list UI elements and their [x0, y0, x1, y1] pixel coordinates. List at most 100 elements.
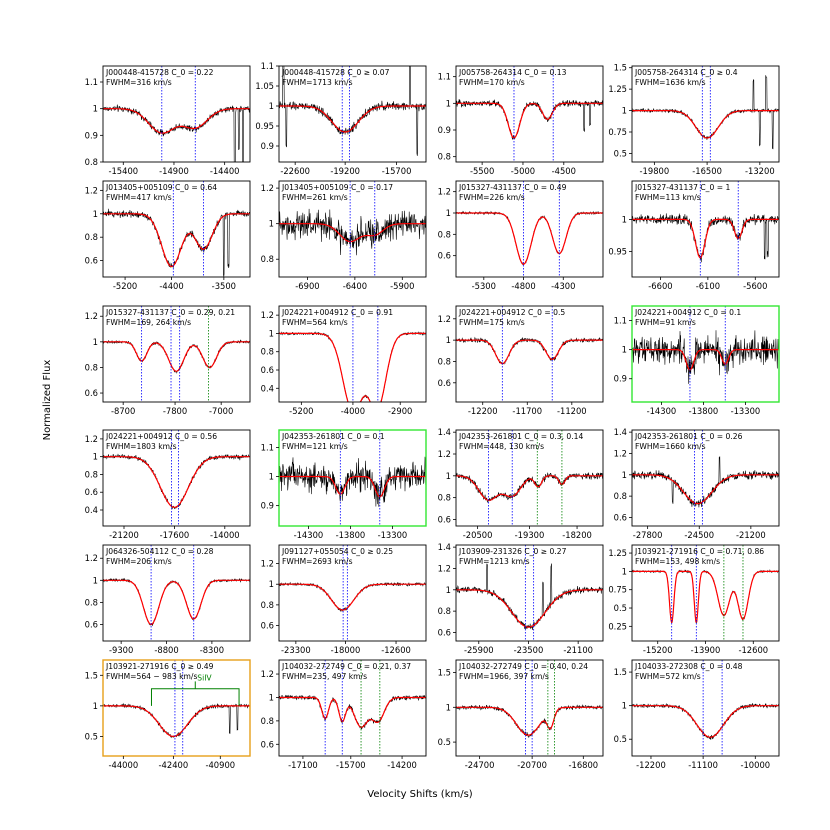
spectrum-panel: -17100 -15700 -14200 0.6 0.8 1 1.2 J104032-2727…: [261, 659, 427, 770]
spectrum-panel: -20500 -19300 -18200 0.6 0.8 1 1.2 1.4 J042353-2…: [438, 427, 604, 540]
y-tick-label: 1: [93, 701, 98, 711]
panel-label: J091127+055054 C_0 ≥ 0.25: [281, 547, 393, 556]
y-tick-label: 0.9: [261, 141, 274, 151]
y-tick-label: 1: [622, 214, 627, 224]
panel-label: J024221+004912 C_0 = 0.91: [281, 308, 393, 317]
x-tick-label: -8300: [200, 645, 224, 655]
y-tick-label: 0.5: [438, 737, 451, 747]
fwhm-label: FWHM=235, 497 km/s: [282, 672, 367, 681]
panel-frame: [455, 544, 604, 642]
x-tick-label: -40900: [205, 760, 235, 770]
x-tick-label: -21100: [563, 645, 593, 655]
x-tick-label: -5500: [470, 166, 494, 176]
x-tick-label: -14200: [387, 760, 417, 770]
x-tick-label: -13900: [691, 645, 721, 655]
y-tick-label: 0.75: [608, 585, 627, 595]
fwhm-label: FWHM=572 km/s: [635, 672, 701, 681]
x-tick-label: -21200: [736, 530, 766, 540]
x-tick-label: -14900: [159, 166, 189, 176]
x-tick-label: -7800: [163, 406, 187, 416]
x-tick-label: -10000: [740, 760, 770, 770]
y-tick-label: 0.8: [438, 356, 451, 366]
y-tick-label: 1.2: [438, 449, 451, 459]
fwhm-label: FWHM=91 km/s: [635, 318, 696, 327]
x-tick-label: -4500: [552, 166, 576, 176]
fwhm-label: FWHM=169, 264 km/s: [106, 318, 191, 327]
model-fit-line: [103, 213, 250, 268]
spectrum-line: [103, 339, 250, 374]
spectrum-panel: -21200 -17600 -14000 0.4 0.6 0.8 1 1.2 J024221+0…: [85, 429, 251, 540]
y-tick-label: 1: [446, 335, 451, 345]
x-tick-label: -14300: [294, 530, 324, 540]
x-tick-label: -23300: [281, 645, 311, 655]
x-tick-label: -7000: [209, 406, 233, 416]
model-fit-line: [103, 108, 250, 134]
y-tick-label: 0.6: [261, 621, 274, 631]
model-fit-line: [632, 570, 779, 623]
model-fit-line: [632, 705, 779, 738]
x-tick-label: -6100: [696, 281, 720, 291]
y-tick-label: 1: [93, 575, 98, 585]
y-tick-label: 1.2: [438, 314, 451, 324]
fwhm-label: FWHM=206 km/s: [106, 557, 172, 566]
y-tick-label: 1.5: [438, 668, 451, 678]
spectrum-panel: -24700 -20700 -16800 0.5 1 1.5 J104032-272749 …: [438, 659, 604, 770]
y-tick-label: 0.8: [85, 469, 98, 479]
y-tick-label: 1.2: [438, 187, 451, 197]
model-fit-line: [279, 475, 426, 498]
x-tick-label: -5200: [113, 281, 137, 291]
spectrum-panel: SiIV -44000 -42400 -40900 0.5 1 1.5 J103921-271…: [85, 659, 251, 770]
x-tick-label: -6600: [648, 281, 672, 291]
panel-label: J013405+005109 C_0 = 0.17: [281, 183, 393, 192]
y-tick-label: 0.8: [261, 254, 274, 264]
panel-label: J005758-264314 C_0 ≥ 0.4: [634, 68, 738, 77]
x-tick-label: -25900: [464, 645, 494, 655]
x-tick-label: -19300: [515, 530, 545, 540]
x-tick-label: -6900: [295, 281, 319, 291]
spectrum-panel: -8700 -7800 -7000 0.6 0.8 1 1.2 J015327-431137 …: [85, 305, 251, 416]
y-tick-label: 1: [446, 98, 451, 108]
fwhm-label: FWHM=113 km/s: [635, 193, 701, 202]
x-tick-label: -3500: [212, 281, 236, 291]
x-tick-label: -5200: [289, 406, 313, 416]
y-tick-label: 0.9: [438, 125, 451, 135]
spectrum-line: [456, 563, 603, 630]
x-tick-label: -13300: [731, 406, 761, 416]
x-tick-label: -19200: [330, 166, 360, 176]
y-tick-label: 1: [269, 219, 274, 229]
y-tick-label: 0.8: [614, 491, 627, 501]
y-tick-label: 1.2: [261, 310, 274, 320]
spectrum-panel: -22600 -19200 -15700 0.9 0.95 1 1.05 1.1 J000448…: [255, 61, 427, 176]
y-tick-label: 1: [446, 471, 451, 481]
fwhm-label: FWHM=1636 km/s: [635, 78, 706, 87]
x-tick-label: -19800: [640, 166, 670, 176]
spectrum-line: [279, 331, 426, 402]
panel-label: J103921-271916 C_0 ≥ 0.49: [105, 662, 214, 671]
panel-frame: [102, 429, 251, 527]
spectrum-panel: -14300 -13800 -13300 0.9 1 1.1 J024221+004912 …: [614, 305, 780, 416]
y-tick-label: 0.95: [255, 121, 274, 131]
y-tick-label: 1.2: [614, 448, 627, 458]
spectrum-line: [456, 704, 603, 739]
spectrum-line: [456, 472, 603, 503]
x-tick-label: -15700: [336, 760, 366, 770]
panel-label: J042353-261801 C_0 = 0.3, 0.14: [458, 432, 583, 441]
spectrum-panel: -5300 -4800 -4300 0.6 0.8 1 1.2 J015327-431137 …: [438, 180, 604, 291]
panel-label: J000448-415728 C_0 ≥ 0.07: [281, 68, 390, 77]
y-tick-label: 0.6: [85, 388, 98, 398]
x-tick-label: -18000: [331, 645, 361, 655]
y-tick-label: 0.8: [85, 597, 98, 607]
y-tick-label: 1.1: [85, 77, 98, 87]
y-tick-label: 0.4: [85, 505, 98, 515]
x-tick-label: -11700: [512, 406, 542, 416]
y-tick-label: 1: [93, 337, 98, 347]
y-tick-label: 0.8: [85, 232, 98, 242]
spectrum-panel: -27800 -24500 -21200 0.6 0.8 1 1.2 1.4 J042353-2…: [614, 427, 780, 540]
y-tick-label: 1.25: [608, 84, 627, 94]
x-tick-label: -4300: [551, 281, 575, 291]
y-tick-label: 1.1: [261, 442, 274, 452]
x-tick-label: -12600: [381, 645, 411, 655]
x-tick-label: -27800: [633, 530, 663, 540]
fwhm-label: FWHM=153, 498 km/s: [635, 557, 720, 566]
